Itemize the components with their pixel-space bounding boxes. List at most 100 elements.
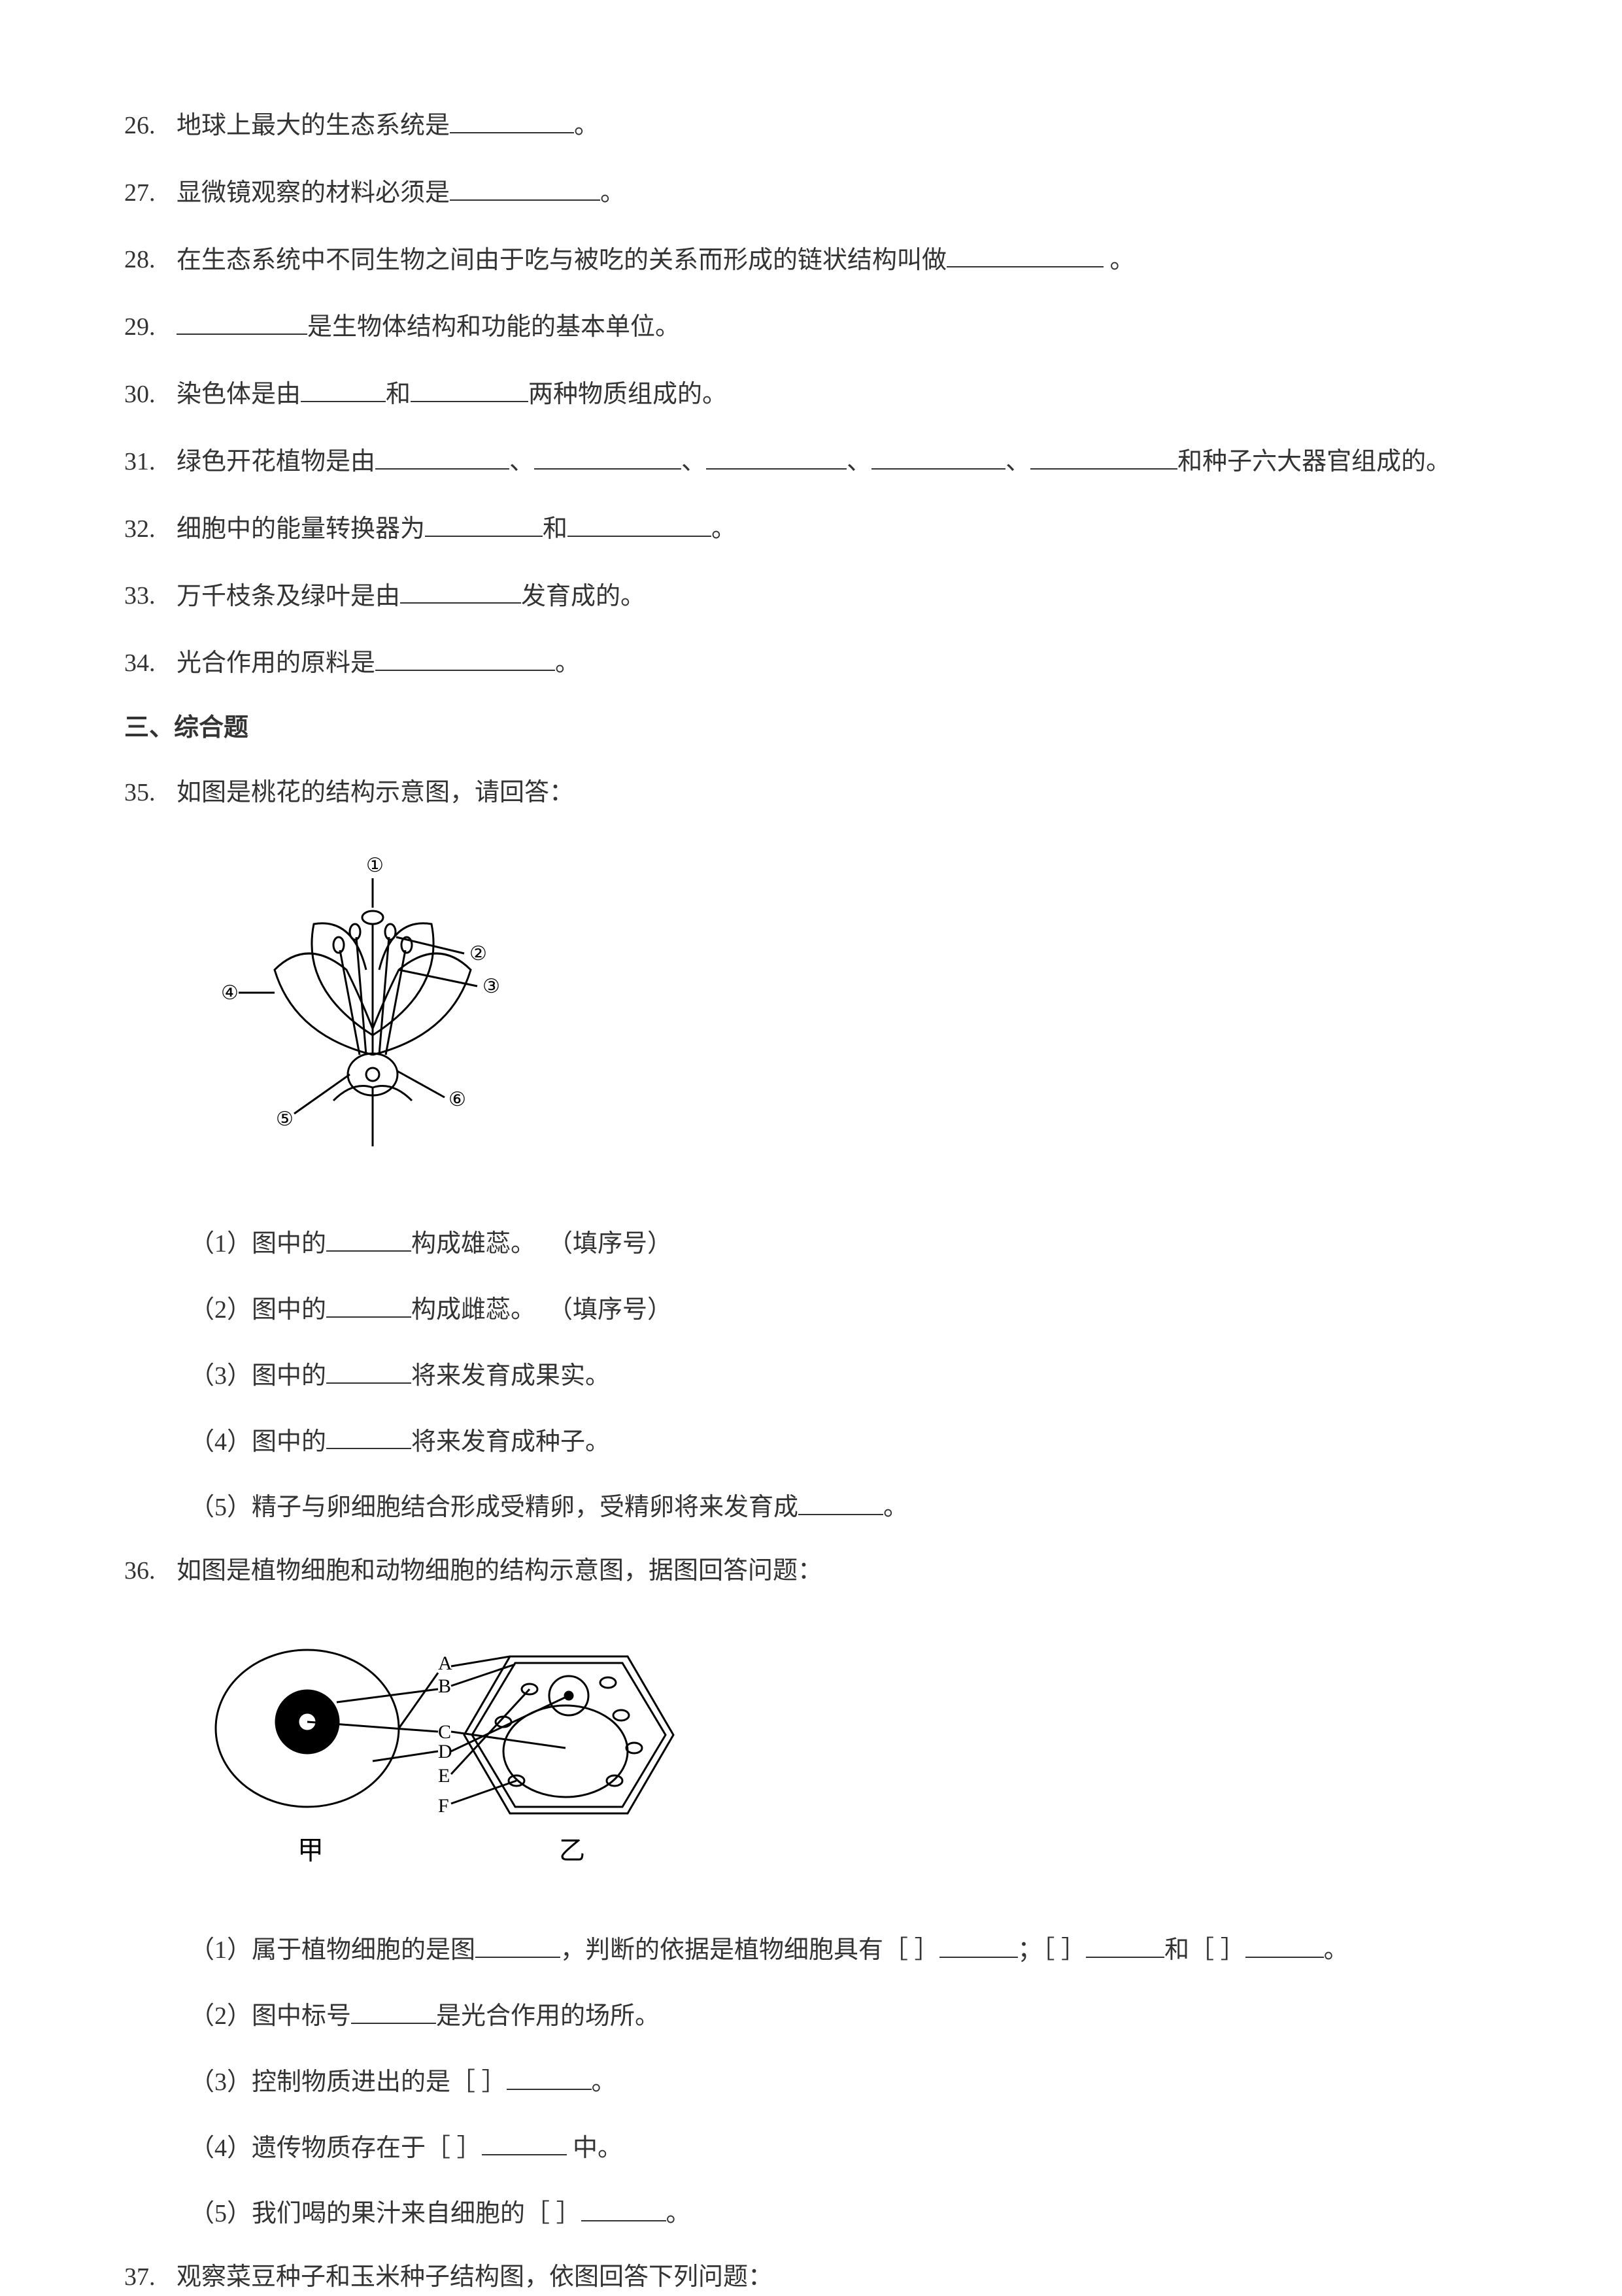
- fill-blank[interactable]: [567, 508, 711, 537]
- q-post: 发育成的。: [521, 582, 645, 609]
- fill-blank[interactable]: [301, 373, 386, 402]
- sub-pre: 图中的: [252, 1362, 326, 1390]
- sub-post: 将来发育成果实。: [411, 1362, 610, 1390]
- q-pre: 染色体是由: [177, 381, 301, 408]
- question-28: 28. 在生态系统中不同生物之间由于吃与被吃的关系而形成的链状结构叫做 。: [124, 239, 1498, 279]
- q-text: 在生态系统中不同生物之间由于吃与被吃的关系而形成的链状结构叫做 。: [177, 239, 1135, 279]
- label-F: F: [438, 1795, 449, 1817]
- q-num: 35.: [124, 774, 177, 812]
- q-pre: 地球上最大的生态系统是: [177, 112, 450, 139]
- q-text: 万千枝条及绿叶是由发育成的。: [177, 575, 645, 615]
- sub-post: 构成雌蕊。: [411, 1296, 535, 1324]
- section-3-title: 三、综合题: [124, 710, 1498, 747]
- q35-sub-2: （2）图中的构成雌蕊。 （填序号）: [190, 1289, 1498, 1329]
- sub-pre: 图中的: [252, 1428, 326, 1455]
- q-num: 37.: [124, 2259, 177, 2296]
- sub-note: （填序号）: [548, 1230, 672, 1258]
- q-post: 。: [555, 649, 580, 677]
- sub-label: （2）: [190, 2002, 252, 2030]
- q-text: 染色体是由 和 两种物质组成的。: [177, 373, 727, 413]
- label-6: ⑥: [448, 1089, 466, 1110]
- q-num: 29.: [124, 309, 177, 346]
- fill-blank[interactable]: [1086, 1929, 1164, 1958]
- fill-blank[interactable]: [411, 373, 528, 402]
- sub-label: （5）: [190, 2200, 252, 2227]
- fill-blank[interactable]: [425, 508, 543, 537]
- q-post: 两种物质组成的。: [528, 381, 727, 408]
- flower-diagram: ① ② ③ ④ ⑤ ⑥: [203, 839, 1498, 1190]
- q-stem: 如图是植物细胞和动物细胞的结构示意图，据图回答问题：: [177, 1552, 822, 1590]
- fill-blank[interactable]: [351, 1995, 436, 2024]
- fill-blank[interactable]: [482, 2127, 567, 2156]
- fill-blank[interactable]: [871, 441, 1005, 470]
- fill-blank[interactable]: [581, 2193, 666, 2221]
- label-yi: 乙: [559, 1836, 585, 1865]
- sep: 、: [847, 448, 871, 475]
- q-num: 26.: [124, 107, 177, 145]
- fill-blank[interactable]: [400, 575, 521, 604]
- fill-blank[interactable]: [326, 1289, 411, 1318]
- q-stem: 如图是桃花的结构示意图，请回答：: [177, 774, 574, 812]
- fill-blank[interactable]: [507, 2061, 592, 2090]
- sub-label: （1）: [190, 1230, 252, 1258]
- q-mid: 和: [543, 515, 567, 543]
- q35-sub-3: （3）图中的 将来发育成果实。: [190, 1355, 1498, 1395]
- q-pre: 在生态系统中不同生物之间由于吃与被吃的关系而形成的链状结构叫做: [177, 246, 947, 273]
- fill-blank[interactable]: [375, 441, 509, 470]
- fill-blank[interactable]: [1245, 1929, 1324, 1958]
- q35-sub-1: （1）图中的构成雄蕊。 （填序号）: [190, 1223, 1498, 1263]
- sub-post: 将来发育成种子。: [411, 1428, 610, 1455]
- q-post: 和种子六大器官组成的。: [1177, 448, 1451, 475]
- q-text: 显微镜观察的材料必须是。: [177, 172, 625, 212]
- q35-sub-5: （5）精子与卵细胞结合形成受精卵，受精卵将来发育成。: [190, 1486, 1498, 1526]
- sub-pre: 图中标号: [252, 2002, 351, 2030]
- sub-post: 。: [592, 2068, 617, 2096]
- label-E: E: [438, 1765, 450, 1787]
- label-1: ①: [366, 855, 384, 876]
- q36-sub-4: （4）遗传物质存在于［ ］ 中。: [190, 2127, 1498, 2167]
- question-27: 27. 显微镜观察的材料必须是。: [124, 172, 1498, 212]
- fill-blank[interactable]: [475, 1929, 560, 1958]
- sub-label: （4）: [190, 2134, 252, 2161]
- q36-sub-2: （2）图中标号是光合作用的场所。: [190, 1995, 1498, 2035]
- fill-blank[interactable]: [326, 1355, 411, 1384]
- q-pre: 光合作用的原料是: [177, 649, 375, 677]
- q-text: 细胞中的能量转换器为和。: [177, 508, 736, 548]
- fill-blank[interactable]: [798, 1486, 883, 1515]
- fill-blank[interactable]: [326, 1421, 411, 1450]
- fill-blank[interactable]: [177, 306, 307, 335]
- sep: 、: [1005, 448, 1030, 475]
- q35-sub-4: （4）图中的将来发育成种子。: [190, 1421, 1498, 1461]
- fill-blank[interactable]: [1030, 441, 1177, 470]
- fill-blank[interactable]: [534, 441, 681, 470]
- sub-pre: 图中的: [252, 1230, 326, 1258]
- sub-mid: ，判断的依据是植物细胞具有［ ］: [560, 1936, 939, 1964]
- label-A: A: [438, 1653, 452, 1674]
- cell-diagram: A B C D E F 甲 乙: [203, 1617, 1498, 1896]
- sub-label: （1）: [190, 1936, 252, 1964]
- fill-blank[interactable]: [326, 1223, 411, 1252]
- sub-pre: 我们喝的果汁来自细胞的［ ］: [252, 2200, 581, 2227]
- worksheet-page: 26. 地球上最大的生态系统是。 27. 显微镜观察的材料必须是。 28. 在生…: [0, 0, 1622, 2294]
- sub-pre: 图中的: [252, 1296, 326, 1324]
- fill-blank[interactable]: [450, 105, 574, 133]
- label-3: ③: [482, 976, 500, 997]
- q-num: 28.: [124, 241, 177, 279]
- fill-blank[interactable]: [939, 1929, 1018, 1958]
- q-text: 绿色开花植物是由、、、、和种子六大器官组成的。: [177, 441, 1451, 481]
- fill-blank[interactable]: [450, 172, 600, 201]
- fill-blank[interactable]: [947, 239, 1104, 268]
- q36-sub-1: （1）属于植物细胞的是图，判断的依据是植物细胞具有［ ］；［ ］和［ ］。: [190, 1929, 1498, 1969]
- sub-pre: 控制物质进出的是［ ］: [252, 2068, 507, 2096]
- label-C: C: [438, 1721, 451, 1743]
- q-num: 30.: [124, 376, 177, 413]
- q-mid: 和: [386, 381, 411, 408]
- fill-blank[interactable]: [375, 642, 555, 671]
- q-pre: 显微镜观察的材料必须是: [177, 179, 450, 207]
- q-post: 。: [1104, 246, 1135, 273]
- q-num: 31.: [124, 443, 177, 481]
- label-4: ④: [221, 982, 239, 1004]
- fill-blank[interactable]: [706, 441, 847, 470]
- question-36: 36. 如图是植物细胞和动物细胞的结构示意图，据图回答问题：: [124, 1552, 1498, 1590]
- sub-label: （3）: [190, 1362, 252, 1390]
